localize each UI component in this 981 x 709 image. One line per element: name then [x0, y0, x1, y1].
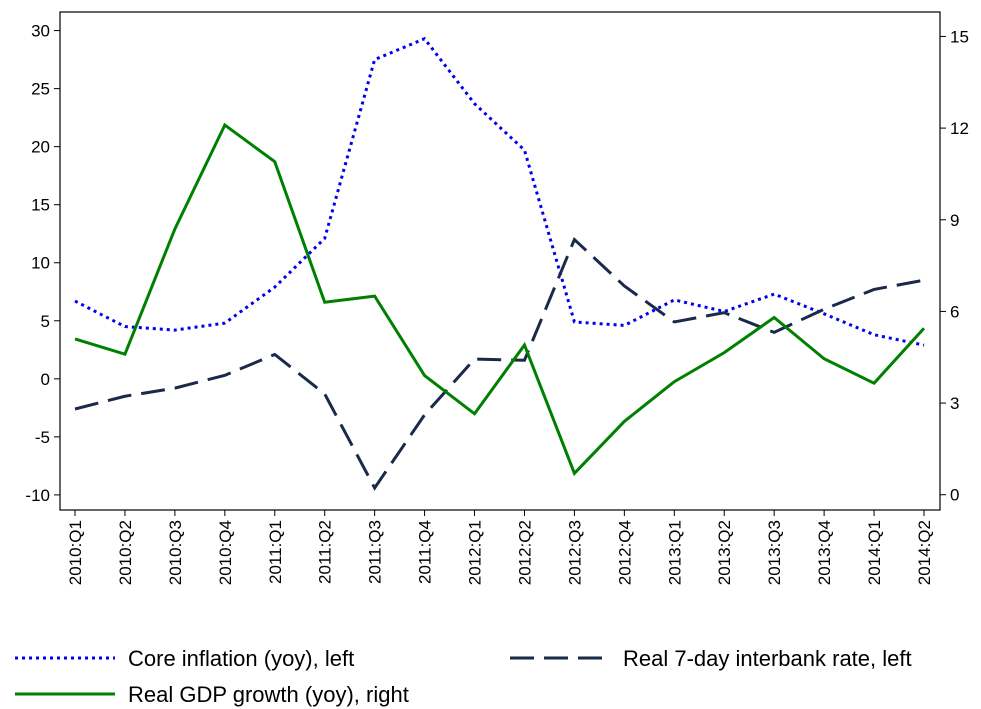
line-series [74, 122, 926, 477]
x-tick-label: 2012:Q4 [615, 520, 634, 585]
x-tick-label: 2010:Q3 [166, 520, 185, 585]
y2-tick-label: 3 [950, 394, 959, 413]
x-tick-label: 2013:Q4 [815, 520, 834, 585]
legend-label: Real GDP growth (yoy), right [128, 682, 409, 707]
x-tick-label: 2013:Q1 [665, 520, 684, 585]
y-tick-label: 30 [31, 22, 50, 41]
y2-tick-label: 12 [950, 119, 969, 138]
x-tick-label: 2012:Q1 [466, 520, 485, 585]
x-tick-label: 2010:Q1 [66, 520, 85, 585]
x-tick-label: 2010:Q2 [116, 520, 135, 585]
y2-tick-label: 15 [950, 27, 969, 46]
y-tick-label: 20 [31, 138, 50, 157]
plot-frame [59, 11, 941, 511]
y-tick-label: 15 [31, 196, 50, 215]
line-series [74, 36, 925, 347]
y-tick-label: 25 [31, 80, 50, 99]
x-tick-label: 2014:Q2 [915, 520, 934, 585]
y-tick-label: 0 [41, 370, 50, 389]
x-tick-label: 2012:Q3 [565, 520, 584, 585]
x-tick-label: 2011:Q1 [266, 520, 285, 584]
x-tick-label: 2014:Q1 [865, 520, 884, 585]
y2-tick-label: 9 [950, 211, 959, 230]
y2-tick-label: 6 [950, 302, 959, 321]
x-tick-label: 2011:Q4 [416, 520, 435, 584]
y-tick-label: 5 [41, 312, 50, 331]
x-tick-label: 2010:Q4 [216, 520, 235, 585]
legend-label: Core inflation (yoy), left [128, 646, 354, 671]
x-tick-label: 2011:Q2 [316, 520, 335, 584]
y-tick-label: -5 [35, 428, 50, 447]
legend-label: Real 7-day interbank rate, left [623, 646, 912, 671]
x-tick-label: 2012:Q2 [515, 520, 534, 585]
y2-tick-label: 0 [950, 486, 959, 505]
y-tick-label: -10 [25, 486, 50, 505]
y-tick-label: 10 [31, 254, 50, 273]
x-tick-label: 2013:Q2 [715, 520, 734, 585]
line-series [74, 236, 925, 491]
x-tick-label: 2011:Q3 [366, 520, 385, 584]
x-tick-label: 2013:Q3 [765, 520, 784, 585]
